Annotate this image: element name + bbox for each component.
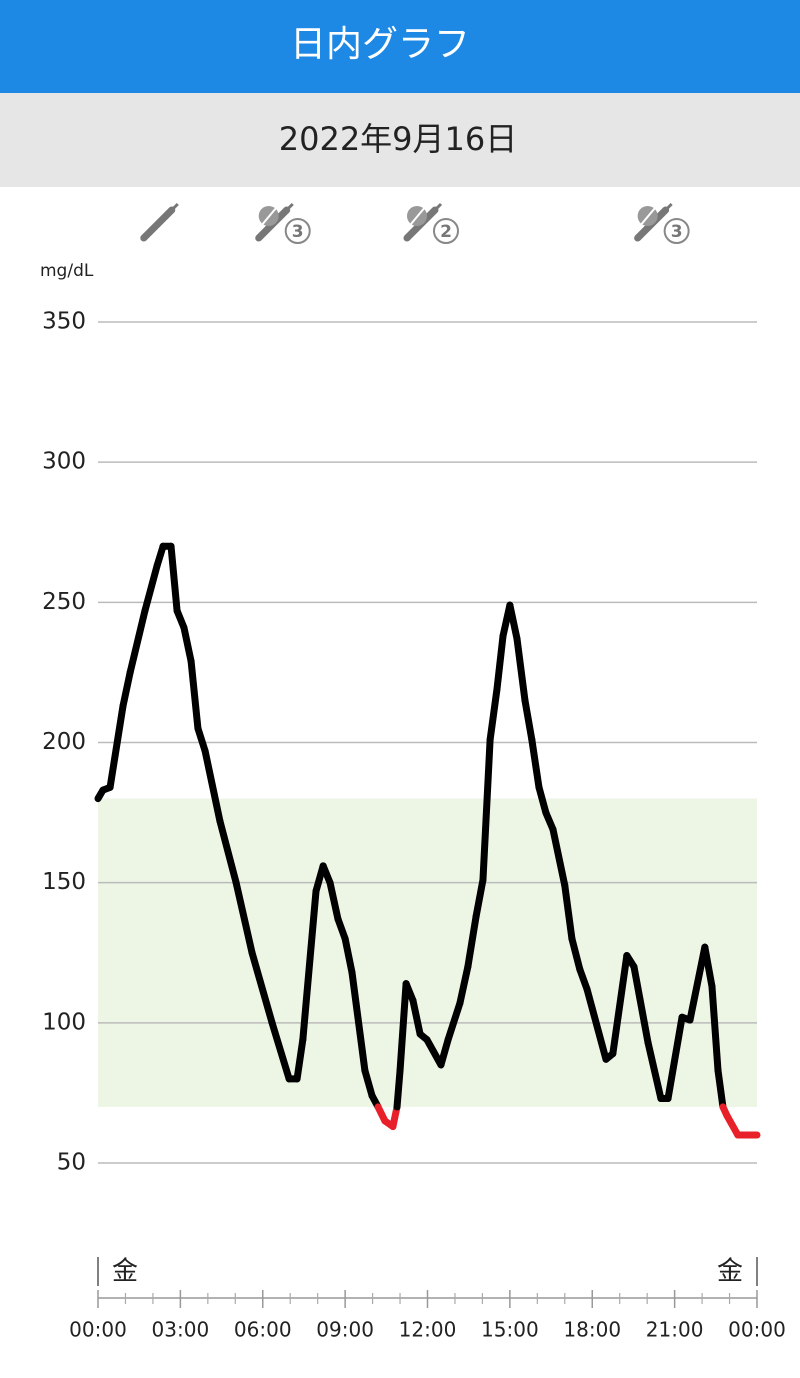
x-tick-label: 18:00 bbox=[563, 1318, 621, 1342]
glucose-line bbox=[513, 635, 529, 704]
badge bbox=[663, 218, 690, 244]
glucose-line bbox=[299, 887, 320, 1044]
syringe-plunger bbox=[662, 202, 673, 214]
glucose-line bbox=[293, 1036, 307, 1083]
y-tick-label: 100 bbox=[42, 1009, 86, 1035]
slash bbox=[251, 199, 284, 237]
glucose-line bbox=[493, 632, 507, 693]
day-label: 金 bbox=[112, 1257, 138, 1287]
glucose-line bbox=[521, 696, 536, 744]
y-tick-label: 300 bbox=[42, 449, 86, 475]
x-tick-label: 09:00 bbox=[316, 1318, 374, 1342]
x-tick-label: 21:00 bbox=[646, 1318, 704, 1342]
glucose-line bbox=[167, 542, 181, 615]
event-icon bbox=[140, 202, 179, 242]
glucose-line bbox=[708, 982, 722, 1074]
header-bar bbox=[0, 0, 800, 93]
glucose-line bbox=[464, 912, 480, 971]
glucose-line bbox=[664, 1013, 686, 1103]
glucose-line bbox=[437, 1036, 452, 1069]
glucose-line bbox=[361, 1066, 376, 1100]
glucose-line bbox=[630, 963, 652, 1046]
badge-number: 3 bbox=[292, 222, 304, 242]
y-tick-label: 150 bbox=[42, 869, 86, 895]
glucose-line bbox=[126, 607, 149, 676]
glucose-line bbox=[194, 724, 209, 755]
syringe-plunger bbox=[431, 202, 443, 214]
x-tick-label: 00:00 bbox=[728, 1318, 786, 1342]
badge-number: 2 bbox=[440, 222, 452, 242]
glucose-line bbox=[486, 685, 501, 744]
glucose-line bbox=[326, 879, 342, 923]
glucose-line bbox=[506, 601, 521, 643]
day-label: 金 bbox=[717, 1257, 743, 1287]
glucose-line bbox=[479, 736, 494, 884]
glucose-line bbox=[396, 980, 410, 1074]
x-tick-label: 15:00 bbox=[481, 1318, 539, 1342]
glucose-line bbox=[549, 825, 569, 889]
glucose-line bbox=[644, 1038, 665, 1103]
glucose-line bbox=[248, 949, 276, 1027]
glucose-line bbox=[119, 668, 134, 710]
header-title: 日内グラフ bbox=[290, 24, 470, 65]
x-tick-label: 06:00 bbox=[234, 1318, 292, 1342]
glucose-line bbox=[409, 996, 424, 1038]
glucose-line bbox=[341, 935, 356, 976]
glucose-line bbox=[609, 952, 631, 1058]
glucose-line bbox=[268, 1019, 293, 1083]
glucose-line bbox=[714, 1066, 727, 1111]
y-tick-label: 350 bbox=[42, 309, 86, 335]
glucose-line bbox=[456, 963, 472, 1007]
glucose-line bbox=[180, 624, 195, 665]
glucose-line bbox=[723, 1111, 742, 1139]
glucose-line bbox=[568, 935, 584, 974]
badge-number: 3 bbox=[671, 222, 683, 242]
y-unit: mg/dL bbox=[40, 261, 94, 281]
glucose-line bbox=[141, 562, 161, 615]
syringe-plunger bbox=[168, 202, 179, 214]
glucose-line bbox=[201, 747, 224, 825]
glucose-line bbox=[348, 968, 369, 1074]
badge bbox=[284, 218, 311, 244]
glucose-line bbox=[561, 881, 576, 943]
target-range bbox=[98, 798, 757, 1107]
event-icon: 3 bbox=[251, 199, 311, 244]
glucose-line bbox=[583, 985, 610, 1063]
y-tick-label: 250 bbox=[42, 589, 86, 615]
y-tick-label: 50 bbox=[57, 1150, 86, 1176]
glucose-line bbox=[535, 783, 550, 817]
glucose-line bbox=[232, 879, 256, 957]
x-tick-label: 00:00 bbox=[69, 1318, 127, 1342]
glucose-line bbox=[393, 1066, 404, 1111]
glucose-line bbox=[528, 736, 543, 791]
event-icon: 2 bbox=[400, 199, 459, 244]
syringe bbox=[140, 206, 176, 242]
x-tick-label: 12:00 bbox=[399, 1318, 457, 1342]
glucose-line bbox=[472, 876, 487, 920]
date-label: 2022年9月16日 bbox=[279, 120, 518, 158]
badge bbox=[432, 218, 459, 244]
event-icon: 3 bbox=[630, 199, 690, 244]
slash bbox=[400, 199, 432, 237]
y-tick-label: 200 bbox=[42, 729, 86, 755]
glucose-line bbox=[686, 943, 709, 1024]
x-tick-label: 03:00 bbox=[152, 1318, 210, 1342]
glucose-line bbox=[106, 702, 127, 791]
glucose-line bbox=[444, 999, 464, 1044]
slash bbox=[630, 199, 663, 237]
syringe-plunger bbox=[283, 202, 294, 214]
glucose-line bbox=[701, 943, 716, 990]
date-bar bbox=[0, 93, 800, 187]
glucose-line bbox=[187, 657, 202, 732]
glucose-line bbox=[216, 817, 240, 887]
